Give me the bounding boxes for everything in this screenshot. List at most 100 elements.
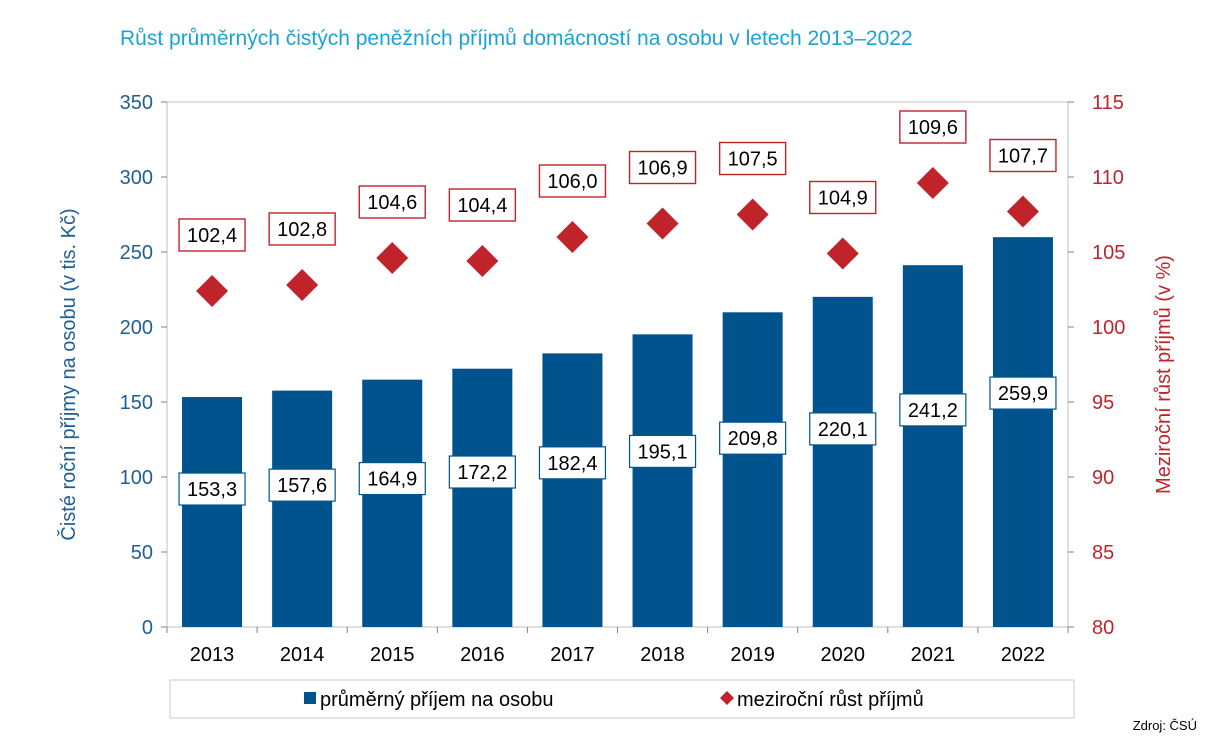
right-axis: 80 85 90 95 100 105 110 115 <box>1068 92 1125 639</box>
y2-tick-label: 90 <box>1092 467 1114 489</box>
diamond-marker <box>916 167 949 199</box>
bar <box>992 237 1053 627</box>
bar-value-label: 182,4 <box>547 453 597 475</box>
marker-value-box <box>628 150 697 185</box>
legend-box <box>169 679 1075 719</box>
x-tick-label: 2013 <box>190 644 235 666</box>
diamond-marker <box>1006 195 1039 228</box>
y-tick-label: 100 <box>120 467 153 489</box>
bar-value-box <box>989 376 1057 410</box>
x-tick-label: 2020 <box>821 644 866 666</box>
y2-tick-label: 80 <box>1092 617 1114 639</box>
x-tick-label: 2015 <box>370 644 415 666</box>
diamond-marker <box>376 242 409 274</box>
bar-value-box <box>809 412 877 446</box>
marker-value-label: 106,0 <box>547 171 597 193</box>
bar <box>722 312 783 627</box>
bar-value-label: 164,9 <box>367 469 417 491</box>
bar-value-label: 259,9 <box>998 383 1048 405</box>
bar <box>632 334 693 627</box>
marker-value-box <box>899 110 967 144</box>
bar-value-box <box>538 446 607 480</box>
y-tick-label: 300 <box>120 167 153 189</box>
y2-tick-label: 100 <box>1092 317 1125 339</box>
y2-tick-label: 105 <box>1092 242 1125 264</box>
left-axis: 0 50 100 150 200 250 300 350 <box>120 92 167 639</box>
y2-tick-label: 115 <box>1092 92 1124 114</box>
x-tick-label: 2018 <box>640 644 685 666</box>
y-tick-label: 350 <box>120 92 153 114</box>
x-tick-label: 2019 <box>730 644 775 666</box>
bar-value-label: 209,8 <box>728 428 778 450</box>
x-tick-label: 2022 <box>1001 644 1046 666</box>
marker-value-label: 107,5 <box>728 149 778 171</box>
bar <box>272 390 333 627</box>
x-tick-label: 2014 <box>280 644 325 666</box>
marker-value-box <box>268 212 336 246</box>
diamond-marker <box>286 269 319 301</box>
bar-value-box <box>899 393 967 427</box>
legend-marker-label: meziroční růst příjmů <box>737 689 924 711</box>
marker-series: 102,4 102,8 104,6 104,4 106,0 106,9 107,5 104,9… <box>178 110 1057 307</box>
x-tick-label: 2016 <box>460 644 505 666</box>
bar-value-label: 172,2 <box>457 462 507 484</box>
y2-tick-label: 85 <box>1092 542 1114 564</box>
bar-value-label: 157,6 <box>277 475 327 497</box>
bar-value-label: 153,3 <box>187 479 237 501</box>
marker-value-box <box>178 218 246 252</box>
source-note: Zdroj: ČSÚ <box>1133 718 1197 733</box>
y-axis-label: Čisté roční příjmy na osobu (v tis. Kč) <box>57 208 80 540</box>
x-axis: 2013 2014 2015 2016 2017 2018 2019 2020 2021 2022 <box>166 627 1069 666</box>
y2-tick-label: 110 <box>1092 167 1124 189</box>
diamond-marker <box>826 237 859 270</box>
bar-value-box <box>628 434 697 469</box>
bar-value-label: 220,1 <box>818 419 868 441</box>
marker-value-box <box>448 188 517 222</box>
bar <box>362 379 423 627</box>
marker-value-label: 107,7 <box>998 146 1048 168</box>
diamond-marker <box>736 198 769 231</box>
bar-value-box <box>719 421 787 455</box>
marker-value-box <box>809 180 877 215</box>
bar-value-label: 195,1 <box>638 441 688 463</box>
bar-value-box <box>358 461 426 496</box>
bar <box>542 353 603 627</box>
legend-bar-label: průměrný příjem na osobu <box>320 689 553 711</box>
legend-bar-swatch <box>304 692 316 704</box>
legend-diamond-icon <box>720 691 734 705</box>
y2-tick-label: 95 <box>1092 392 1114 414</box>
diamond-marker <box>196 275 229 307</box>
bar-value-box <box>178 472 246 506</box>
marker-value-label: 104,4 <box>457 195 507 217</box>
bar-value-box <box>448 455 516 489</box>
bar-value-label: 241,2 <box>908 400 958 422</box>
y-tick-label: 50 <box>131 542 153 564</box>
x-tick-label: 2017 <box>550 644 595 666</box>
diamond-marker <box>466 245 499 277</box>
y-tick-label: 200 <box>120 317 153 339</box>
y-tick-label: 250 <box>120 242 153 264</box>
bar-series: 153,3 157,6 164,9 172,2 182,4 195,1 209,8 220,1… <box>178 237 1057 627</box>
y-tick-label: 150 <box>120 392 153 414</box>
marker-value-label: 104,6 <box>367 192 417 214</box>
bar <box>812 296 873 627</box>
bar <box>182 397 243 627</box>
marker-value-label: 104,9 <box>818 188 868 210</box>
chart-title: Růst průměrných čistých peněžních příjmů… <box>120 27 913 50</box>
diamond-marker <box>646 207 679 240</box>
bar <box>902 265 963 627</box>
marker-value-box <box>989 138 1057 173</box>
marker-value-label: 106,9 <box>638 158 688 180</box>
marker-value-label: 102,4 <box>187 225 237 247</box>
marker-value-label: 102,8 <box>277 219 327 241</box>
diamond-marker <box>556 221 589 253</box>
marker-value-label: 109,6 <box>908 117 958 139</box>
bar-value-box <box>268 468 336 502</box>
y2-axis-label: Meziroční růst příjmů (v %) <box>1153 255 1175 494</box>
y-tick-label: 0 <box>142 617 153 639</box>
legend: průměrný příjem na osobu meziroční růst … <box>169 679 1075 719</box>
bar <box>452 368 513 627</box>
x-tick-label: 2021 <box>911 644 956 666</box>
marker-value-box <box>718 141 787 176</box>
